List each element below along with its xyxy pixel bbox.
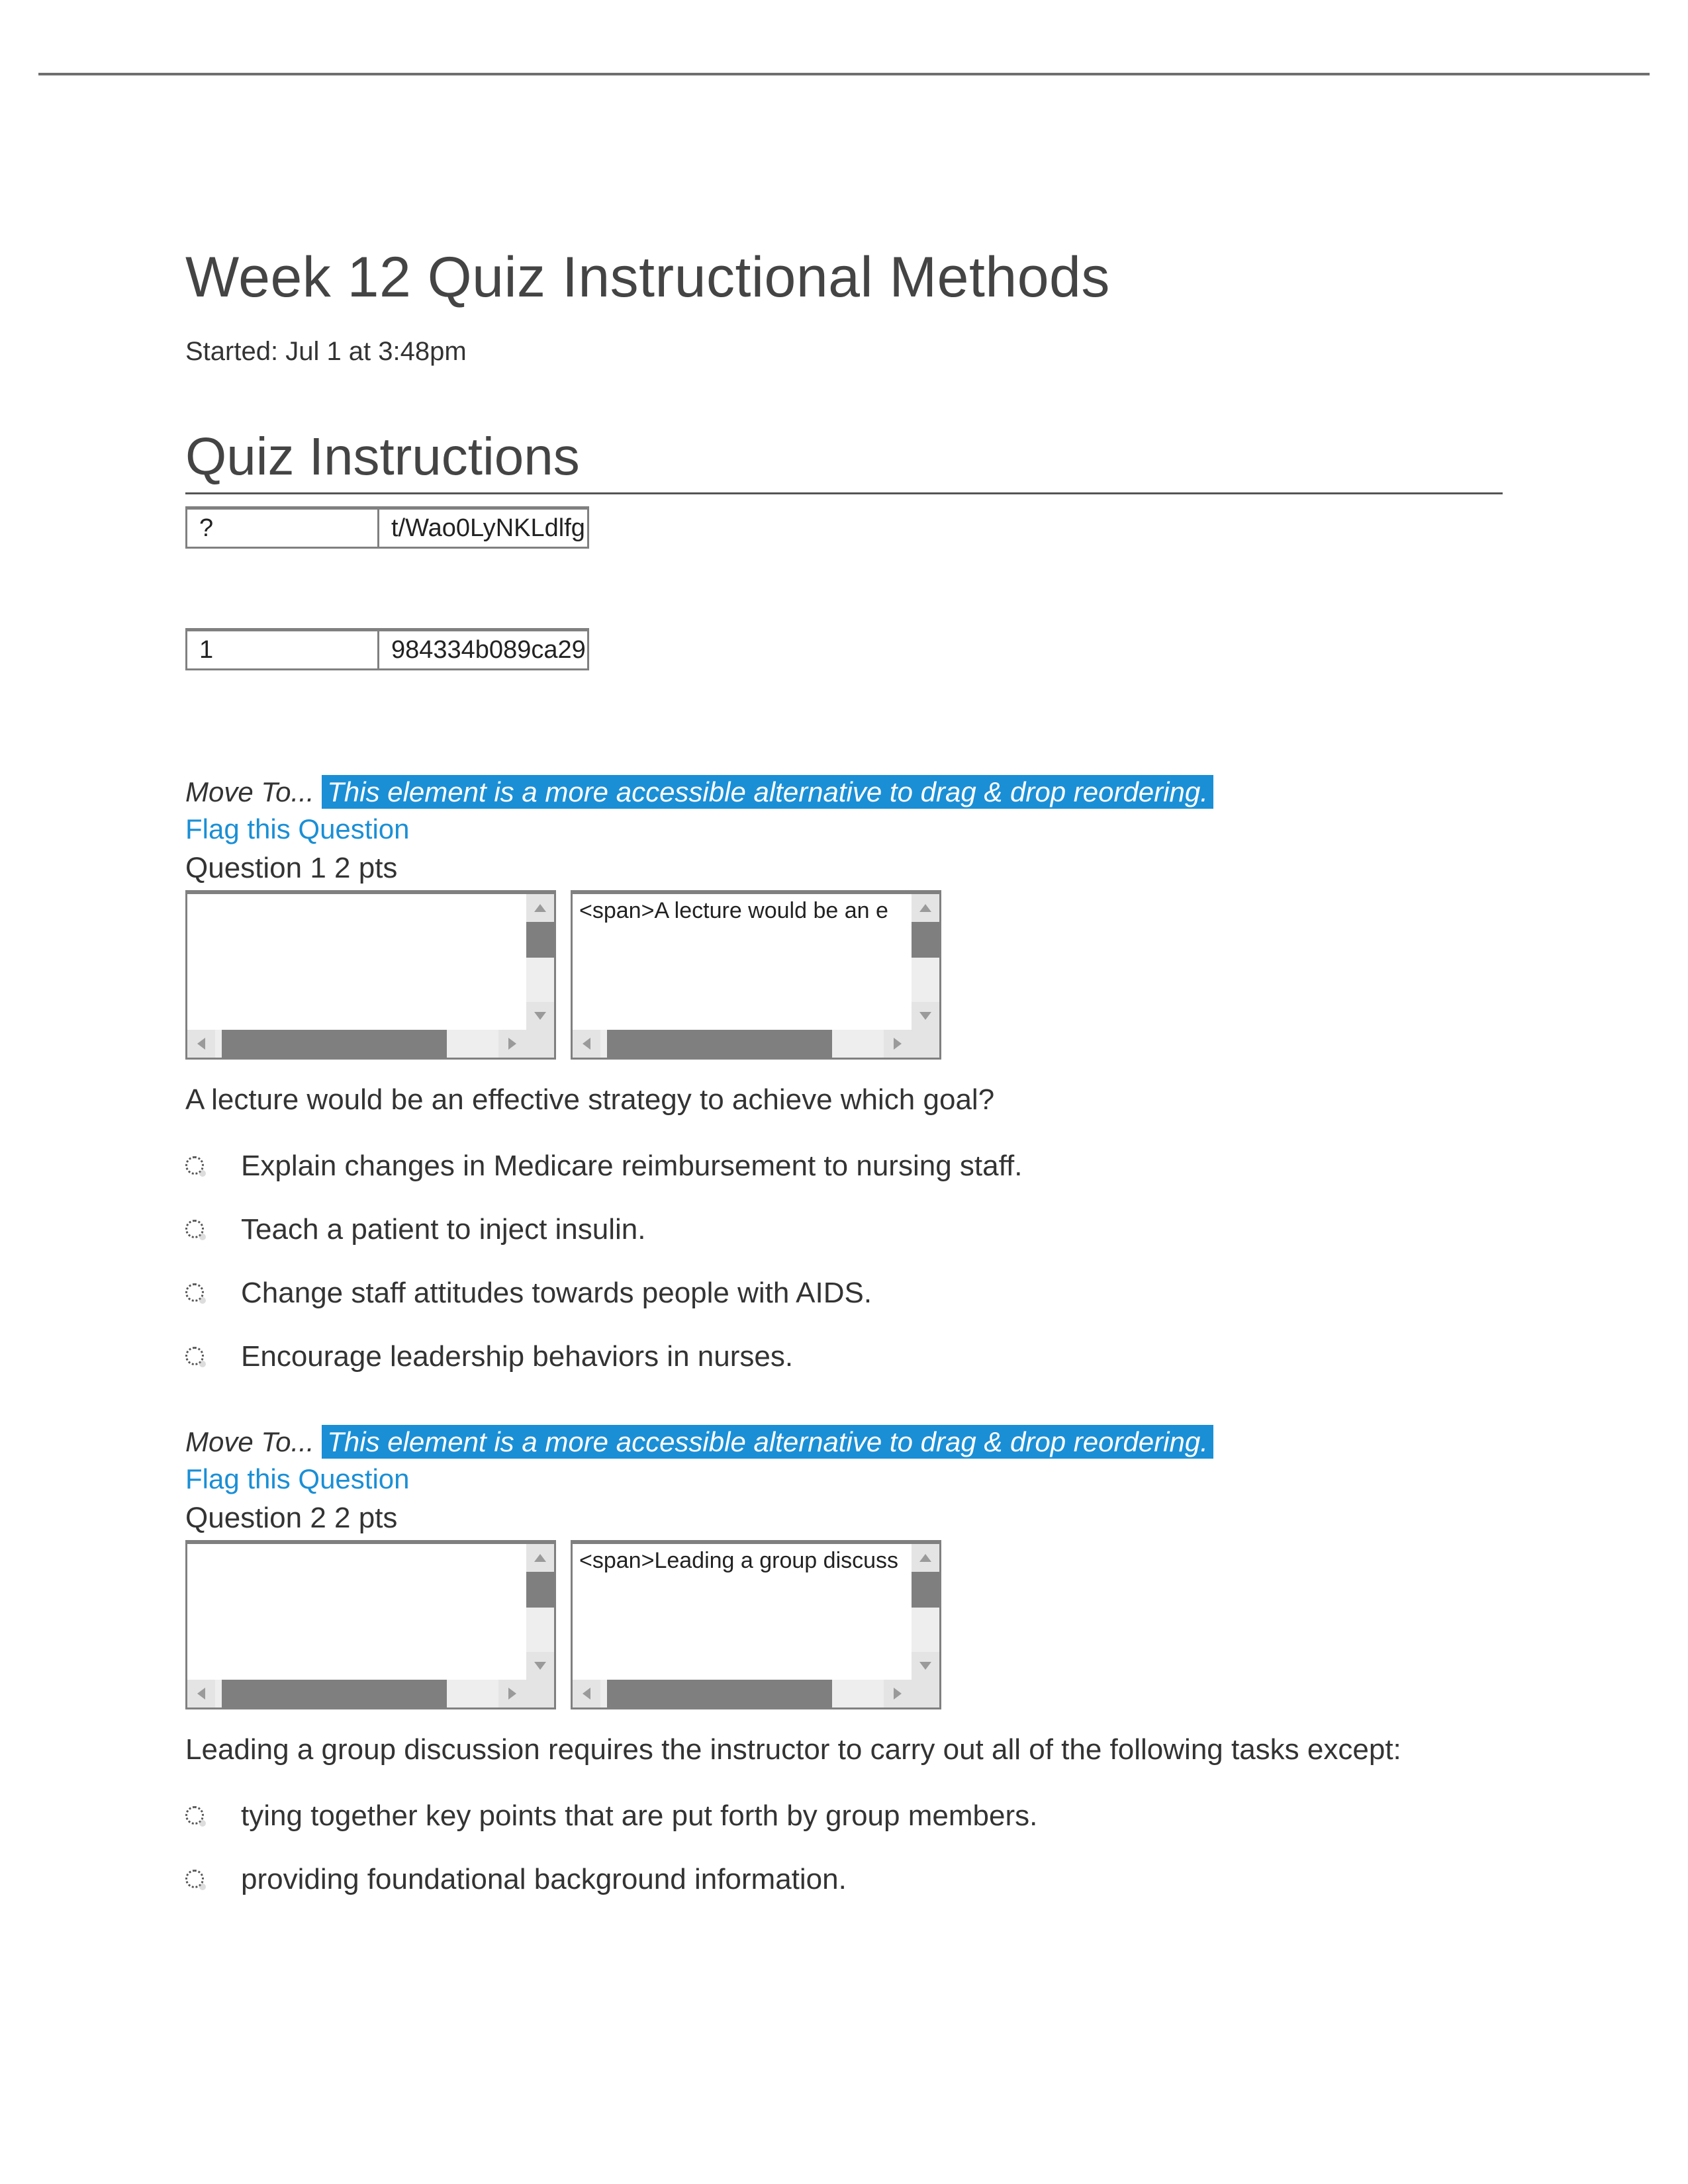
option[interactable]: providing foundational background inform…	[185, 1863, 1503, 1896]
editor-panes: <span>Leading a group discuss	[185, 1540, 1503, 1709]
meta-box-1-right: t/Wao0LyNKLdlfg	[377, 506, 589, 549]
scroll-down-icon[interactable]	[526, 1652, 554, 1680]
scroll-right-icon[interactable]	[498, 1030, 526, 1058]
vertical-scrollbar[interactable]	[912, 1544, 939, 1680]
scroll-right-icon[interactable]	[884, 1680, 912, 1707]
meta-rows: ? t/Wao0LyNKLdlfg 1 984334b089ca29	[185, 506, 1503, 670]
scroll-up-icon[interactable]	[912, 1544, 939, 1572]
scroll-corner	[912, 1680, 939, 1707]
scroll-thumb[interactable]	[912, 1572, 939, 1608]
vertical-scrollbar[interactable]	[526, 1544, 554, 1680]
page-title: Week 12 Quiz Instructional Methods	[185, 245, 1503, 310]
scroll-left-icon[interactable]	[187, 1680, 215, 1707]
editor-panes: <span>A lecture would be an e	[185, 890, 1503, 1060]
horizontal-scrollbar[interactable]	[573, 1680, 912, 1707]
option[interactable]: Change staff attitudes towards people wi…	[185, 1277, 1503, 1310]
pane-content: <span>A lecture would be an e	[579, 898, 908, 924]
scroll-corner	[526, 1680, 554, 1707]
scroll-thumb[interactable]	[526, 922, 554, 958]
vertical-scrollbar[interactable]	[912, 894, 939, 1030]
scroll-down-icon[interactable]	[526, 1002, 554, 1030]
radio-icon[interactable]	[185, 1220, 204, 1238]
accessible-note: This element is a more accessible altern…	[322, 775, 1213, 809]
scroll-thumb[interactable]	[607, 1680, 832, 1707]
option-label: Teach a patient to inject insulin.	[241, 1213, 646, 1246]
scroll-left-icon[interactable]	[187, 1030, 215, 1058]
option[interactable]: tying together key points that are put f…	[185, 1799, 1503, 1833]
content: Week 12 Quiz Instructional Methods Start…	[185, 0, 1503, 1896]
question-text: Leading a group discussion requires the …	[185, 1733, 1503, 1766]
option[interactable]: Teach a patient to inject insulin.	[185, 1213, 1503, 1246]
pane-content: <span>Leading a group discuss	[579, 1548, 908, 1574]
question-2: Move To... This element is a more access…	[185, 1426, 1503, 1896]
scroll-right-icon[interactable]	[498, 1680, 526, 1707]
horizontal-scrollbar[interactable]	[573, 1030, 912, 1058]
question-text: A lecture would be an effective strategy…	[185, 1083, 1503, 1116]
radio-icon[interactable]	[185, 1806, 204, 1825]
scroll-up-icon[interactable]	[526, 894, 554, 922]
move-to-line: Move To... This element is a more access…	[185, 776, 1503, 808]
editor-pane-right[interactable]: <span>Leading a group discuss	[571, 1540, 941, 1709]
top-rule	[38, 73, 1650, 75]
option-label: Encourage leadership behaviors in nurses…	[241, 1340, 793, 1373]
option-label: Change staff attitudes towards people wi…	[241, 1277, 872, 1310]
radio-icon[interactable]	[185, 1870, 204, 1888]
question-1: Move To... This element is a more access…	[185, 776, 1503, 1373]
horizontal-scrollbar[interactable]	[187, 1030, 526, 1058]
scroll-corner	[912, 1030, 939, 1058]
scroll-left-icon[interactable]	[573, 1030, 600, 1058]
horizontal-scrollbar[interactable]	[187, 1680, 526, 1707]
editor-pane-left[interactable]	[185, 890, 556, 1060]
question-header: Question 2 2 pts	[185, 1502, 1503, 1535]
options: tying together key points that are put f…	[185, 1799, 1503, 1896]
meta-box-2-left: 1	[185, 628, 377, 670]
move-to-label[interactable]: Move To...	[185, 1426, 314, 1457]
scroll-corner	[526, 1030, 554, 1058]
meta-row-2: 1 984334b089ca29	[185, 628, 1503, 670]
flag-question-link[interactable]: Flag this Question	[185, 813, 1503, 845]
scroll-thumb[interactable]	[222, 1680, 447, 1707]
option[interactable]: Encourage leadership behaviors in nurses…	[185, 1340, 1503, 1373]
option[interactable]: Explain changes in Medicare reimbursemen…	[185, 1150, 1503, 1183]
accessible-note: This element is a more accessible altern…	[322, 1425, 1213, 1459]
options: Explain changes in Medicare reimbursemen…	[185, 1150, 1503, 1373]
move-to-line: Move To... This element is a more access…	[185, 1426, 1503, 1458]
started-line: Started: Jul 1 at 3:48pm	[185, 337, 1503, 367]
flag-question-link[interactable]: Flag this Question	[185, 1463, 1503, 1495]
scroll-thumb[interactable]	[912, 922, 939, 958]
vertical-scrollbar[interactable]	[526, 894, 554, 1030]
editor-pane-right[interactable]: <span>A lecture would be an e	[571, 890, 941, 1060]
scroll-thumb[interactable]	[526, 1572, 554, 1608]
option-label: Explain changes in Medicare reimbursemen…	[241, 1150, 1022, 1183]
scroll-thumb[interactable]	[607, 1030, 832, 1058]
instructions-heading: Quiz Instructions	[185, 426, 1503, 494]
meta-box-2-right: 984334b089ca29	[377, 628, 589, 670]
question-header: Question 1 2 pts	[185, 852, 1503, 885]
scroll-up-icon[interactable]	[912, 894, 939, 922]
scroll-down-icon[interactable]	[912, 1652, 939, 1680]
scroll-down-icon[interactable]	[912, 1002, 939, 1030]
scroll-thumb[interactable]	[222, 1030, 447, 1058]
option-label: providing foundational background inform…	[241, 1863, 847, 1896]
meta-row-1: ? t/Wao0LyNKLdlfg	[185, 506, 1503, 549]
page: Week 12 Quiz Instructional Methods Start…	[0, 0, 1688, 2184]
scroll-right-icon[interactable]	[884, 1030, 912, 1058]
move-to-label[interactable]: Move To...	[185, 776, 314, 807]
radio-icon[interactable]	[185, 1156, 204, 1175]
radio-icon[interactable]	[185, 1283, 204, 1302]
editor-pane-left[interactable]	[185, 1540, 556, 1709]
meta-box-1-left: ?	[185, 506, 377, 549]
radio-icon[interactable]	[185, 1347, 204, 1365]
option-label: tying together key points that are put f…	[241, 1799, 1037, 1833]
scroll-up-icon[interactable]	[526, 1544, 554, 1572]
scroll-left-icon[interactable]	[573, 1680, 600, 1707]
